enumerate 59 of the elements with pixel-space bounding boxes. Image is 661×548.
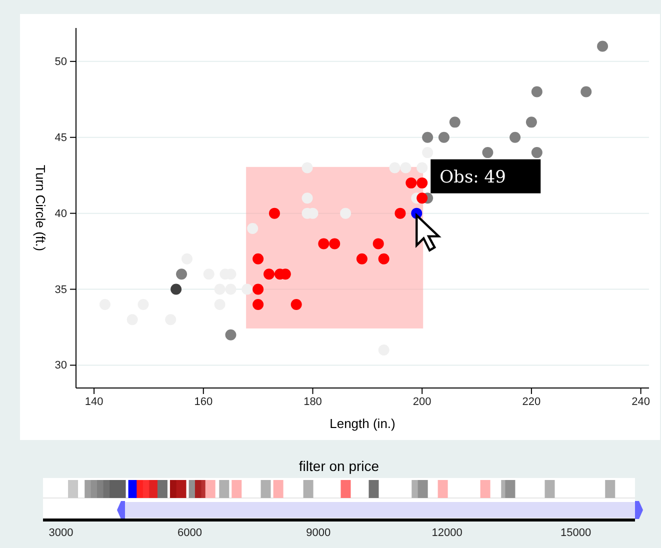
x-tick-label: 180 xyxy=(304,396,322,408)
x-tick-label: 160 xyxy=(194,396,213,408)
x-tick-label: 6000 xyxy=(177,526,202,539)
point xyxy=(242,284,253,295)
x-axis-title: Length (in.) xyxy=(330,416,396,431)
point xyxy=(170,284,182,295)
y-tick-label: 40 xyxy=(54,208,67,220)
x-tick-label: 140 xyxy=(84,396,104,408)
point xyxy=(394,208,406,219)
x-tick-label: 220 xyxy=(522,396,541,408)
point xyxy=(252,298,264,310)
x-tick-label: 12000 xyxy=(432,526,462,539)
point xyxy=(290,298,302,310)
point xyxy=(268,208,280,219)
point xyxy=(389,162,400,174)
point xyxy=(416,192,428,204)
y-tick-label: 50 xyxy=(54,56,67,68)
point xyxy=(318,238,330,250)
point xyxy=(449,116,460,128)
point xyxy=(176,268,188,280)
point xyxy=(580,86,592,98)
point xyxy=(264,268,275,280)
y-tick-label: 30 xyxy=(54,360,67,372)
point xyxy=(422,132,434,143)
point xyxy=(302,192,313,204)
point xyxy=(252,284,264,295)
point xyxy=(302,162,313,174)
point xyxy=(247,223,258,234)
point xyxy=(225,284,236,295)
x-tick-label: 240 xyxy=(632,396,650,408)
point xyxy=(422,147,434,158)
point xyxy=(372,238,384,250)
x-tick-label: 15000 xyxy=(560,526,592,539)
point xyxy=(406,177,417,188)
point xyxy=(400,162,412,174)
y-tick-label: 45 xyxy=(54,132,67,144)
point xyxy=(531,147,542,158)
point xyxy=(510,132,521,143)
point xyxy=(531,86,542,98)
chart-title: filter on price xyxy=(298,458,380,474)
point xyxy=(526,116,537,128)
point xyxy=(340,208,352,219)
point xyxy=(378,253,390,264)
point xyxy=(329,238,340,250)
point xyxy=(416,162,428,174)
x-tick-label: 9000 xyxy=(306,526,331,539)
y-tick-label: 35 xyxy=(54,284,67,296)
point xyxy=(597,40,608,52)
x-tick-label: 3000 xyxy=(48,526,74,539)
point xyxy=(214,284,226,295)
x-tick-label: 200 xyxy=(412,396,432,408)
point xyxy=(225,329,236,340)
point xyxy=(252,253,264,264)
point xyxy=(416,177,428,188)
y-axis-title: Turn Circle (ft.) xyxy=(33,164,48,252)
point xyxy=(438,132,450,143)
point xyxy=(356,253,368,264)
annotation: Obs: 49 xyxy=(440,167,506,188)
point xyxy=(482,147,494,158)
